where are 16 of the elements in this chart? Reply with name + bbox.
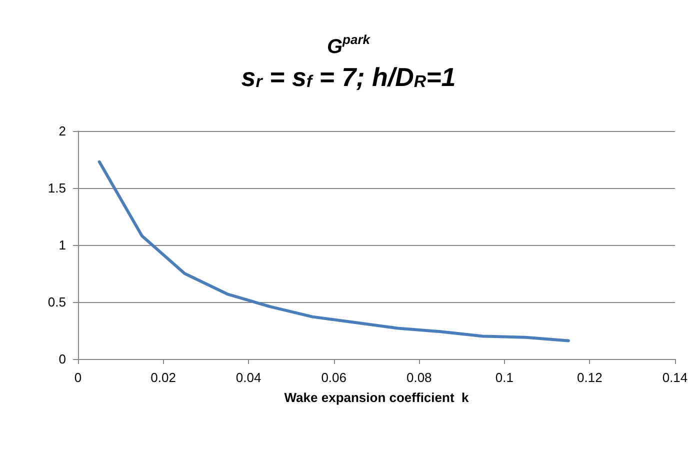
line-series [98, 160, 570, 342]
x-tick-label: 0.08 [406, 370, 432, 385]
x-tick-label: 0.06 [321, 370, 347, 385]
y-tick-label: 0 [58, 352, 66, 366]
x-axis-title: Wake expansion coefficient k [284, 390, 470, 405]
y-tick-label: 1 [58, 238, 66, 252]
x-tick-label: 0.02 [150, 370, 176, 385]
x-tick-label: 0.14 [662, 370, 688, 385]
x-tick-label: 0.1 [495, 370, 514, 385]
y-tick-label: 0.5 [48, 294, 66, 310]
y-tick-label: 2 [58, 124, 66, 138]
y-tick-label: 1.5 [48, 180, 66, 196]
x-tick-label: 0.04 [236, 370, 262, 385]
chart-subtitle: sr = sf = 7; h/DR=1 [241, 62, 456, 92]
x-tick-label: 0.12 [577, 370, 602, 385]
x-tick-label: 0 [74, 370, 82, 385]
